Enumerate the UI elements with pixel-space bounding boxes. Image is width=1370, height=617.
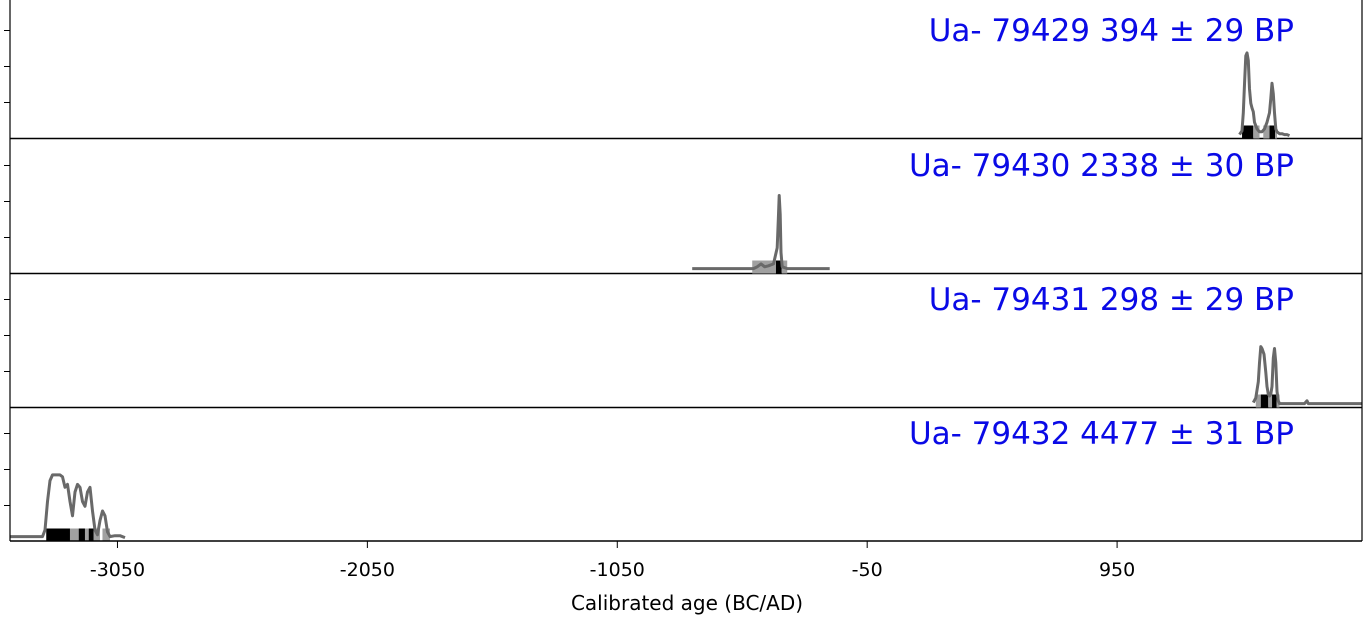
range-bar-95 bbox=[69, 528, 79, 542]
panel-label: Ua- 79431 298 ± 29 BP bbox=[929, 282, 1294, 318]
range-bar-68 bbox=[78, 528, 85, 542]
panels-group: Ua- 79429 394 ± 29 BP Ua- 79430 2338 ± 30… bbox=[4, 13, 1362, 542]
panel-label: Ua- 79432 4477 ± 31 BP bbox=[909, 416, 1294, 452]
density-curve bbox=[692, 194, 830, 271]
range-bar-68 bbox=[1260, 394, 1269, 408]
range-bar-68 bbox=[1272, 394, 1277, 408]
range-bar-95 bbox=[1253, 125, 1260, 139]
x-tick-label: -50 bbox=[852, 559, 883, 581]
range-bar-95 bbox=[1255, 394, 1261, 408]
range-bar-95 bbox=[1263, 125, 1270, 139]
range-bar-68 bbox=[1242, 125, 1254, 139]
range-bar-95 bbox=[1268, 394, 1273, 408]
x-tick-label: -1050 bbox=[590, 559, 645, 581]
density-curve bbox=[1251, 345, 1362, 406]
panel-4: Ua- 79432 4477 ± 31 BP bbox=[4, 416, 1294, 542]
panel-2: Ua- 79430 2338 ± 30 BP bbox=[4, 148, 1362, 275]
range-bar-68 bbox=[775, 260, 782, 274]
x-tick-label: -2050 bbox=[340, 559, 395, 581]
range-bar-68 bbox=[1269, 125, 1276, 139]
density-curve bbox=[10, 473, 126, 540]
panel-3: Ua- 79431 298 ± 29 BP bbox=[4, 282, 1362, 409]
x-tick-label: 950 bbox=[1099, 559, 1135, 581]
range-bar-68 bbox=[88, 528, 94, 542]
range-bar-95 bbox=[84, 528, 89, 542]
x-axis: -3050 -2050 -1050 -50 950 bbox=[9, 0, 1363, 581]
density-curve bbox=[1238, 51, 1291, 137]
panel-label: Ua- 79429 394 ± 29 BP bbox=[929, 13, 1294, 49]
range-bar-68 bbox=[46, 528, 70, 542]
range-bar-95 bbox=[102, 528, 110, 542]
x-axis-label: Calibrated age (BC/AD) bbox=[571, 591, 803, 615]
panel-label: Ua- 79430 2338 ± 30 BP bbox=[909, 148, 1294, 184]
panel-1: Ua- 79429 394 ± 29 BP bbox=[4, 13, 1362, 140]
x-tick-label: -3050 bbox=[90, 559, 145, 581]
